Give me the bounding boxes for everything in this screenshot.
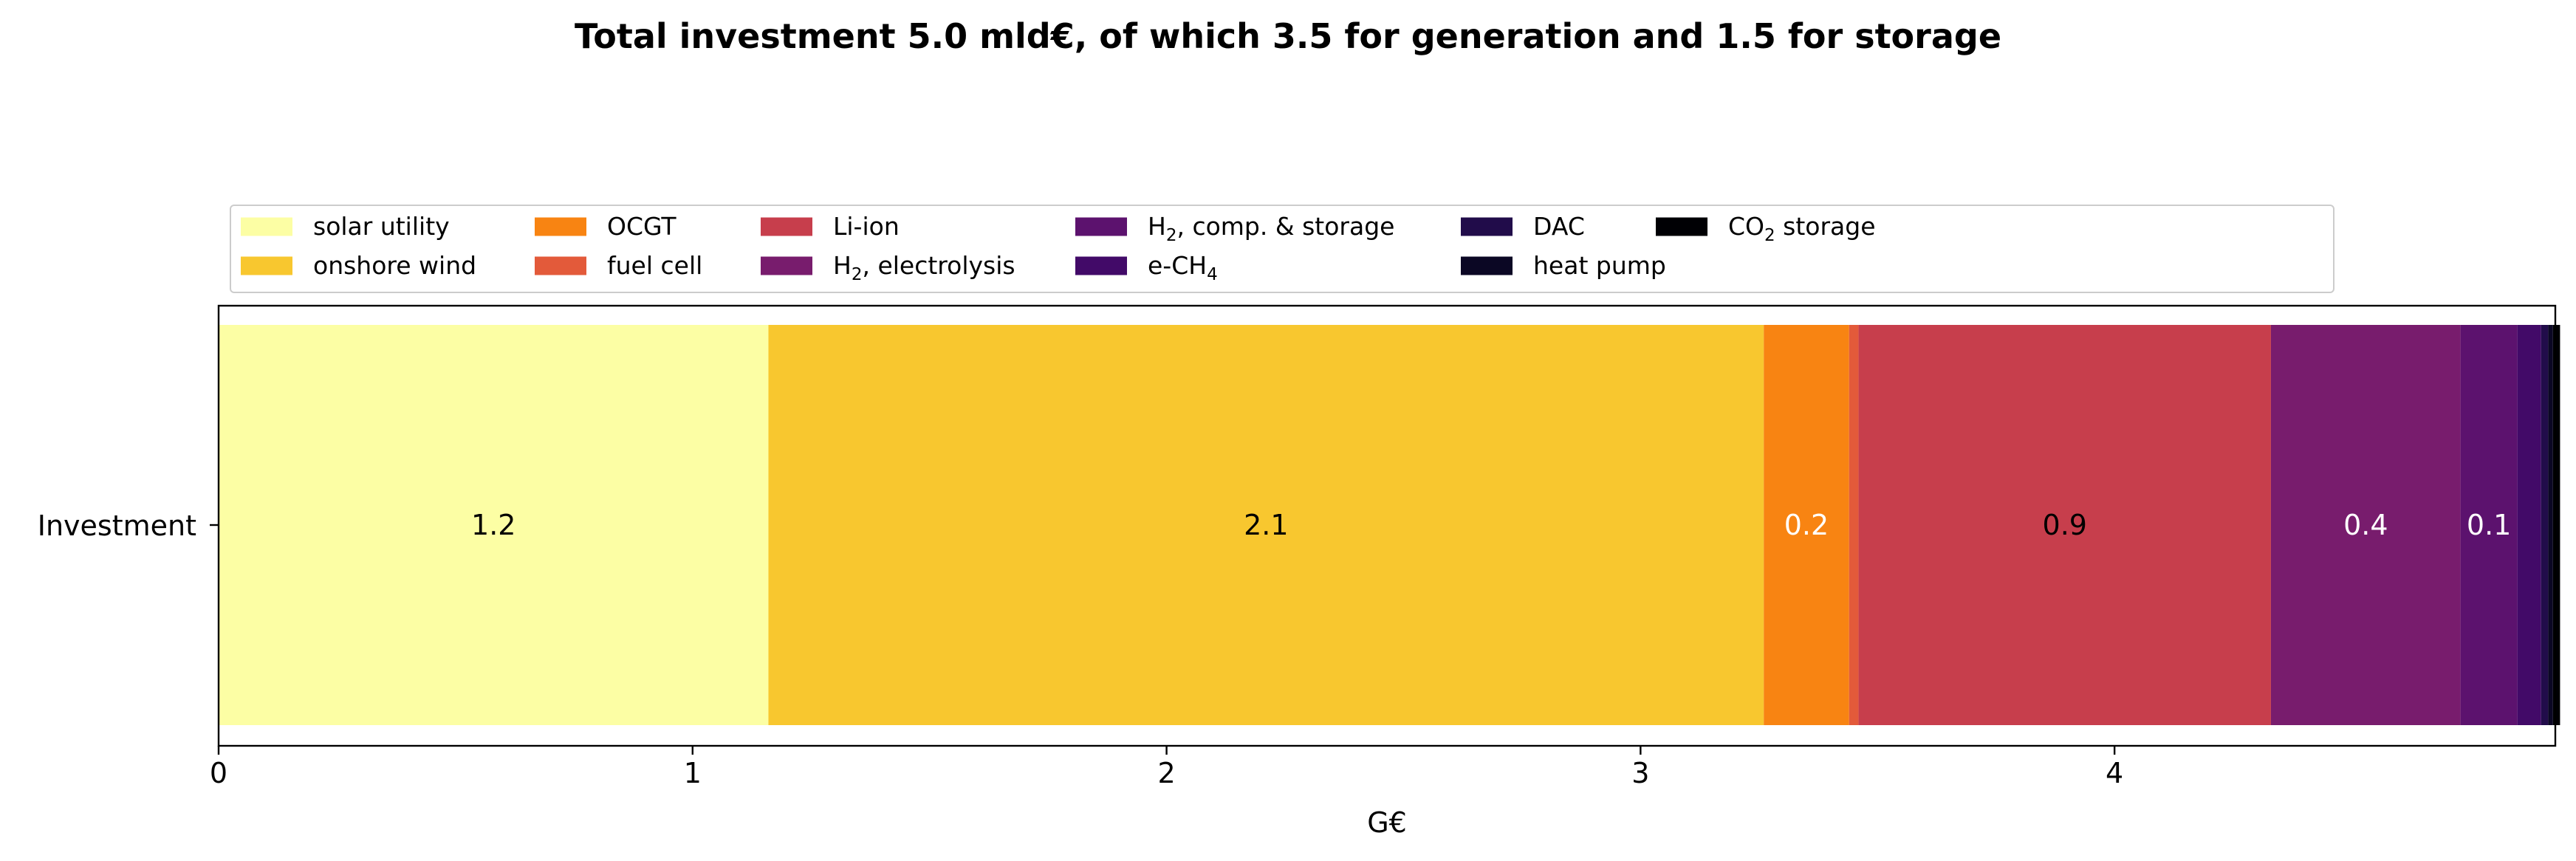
x-tick-label: 2	[1157, 757, 1175, 789]
bar-value-label: 0.2	[1784, 509, 1829, 541]
legend-swatch	[1461, 217, 1513, 236]
chart-title: Total investment 5.0 mld€, of which 3.5 …	[575, 16, 2001, 56]
legend-frame	[230, 205, 2334, 293]
x-tick-label: 4	[2106, 757, 2123, 789]
legend-swatch	[1656, 217, 1707, 236]
legend-swatch	[535, 217, 586, 236]
y-category-label: Investment	[38, 510, 196, 542]
legend-label: e-CH4	[1148, 251, 1218, 284]
bar-segment	[2460, 325, 2518, 725]
bar-segment	[2552, 325, 2560, 725]
bar-segment	[768, 325, 1764, 725]
bar-segment	[1858, 325, 2271, 725]
x-tick-label: 0	[210, 757, 227, 789]
legend-label: H2, electrolysis	[833, 251, 1015, 284]
bar-value-label: 0.9	[2043, 509, 2087, 541]
bar-segment	[1764, 325, 1849, 725]
bar-value-label: 2.1	[1244, 509, 1288, 541]
legend-label: OCGT	[607, 212, 676, 241]
legend-swatch	[1075, 256, 1127, 275]
legend-label: heat pump	[1533, 251, 1666, 280]
legend-label: fuel cell	[607, 251, 702, 280]
x-tick-label: 3	[1631, 757, 1649, 789]
bar-segment	[2517, 325, 2541, 725]
bar-value-label: 0.1	[2467, 509, 2511, 541]
legend-label: CO2 storage	[1728, 212, 1876, 245]
legend-label: solar utility	[313, 212, 450, 241]
y-axis: Investment	[38, 510, 219, 542]
legend-swatch	[535, 256, 586, 275]
bar-segment	[1849, 325, 1859, 725]
x-tick-label: 1	[684, 757, 702, 789]
bar-value-label: 1.2	[471, 509, 515, 541]
x-axis-label: G€	[1367, 806, 1407, 839]
bar-segment	[2548, 325, 2553, 725]
legend-label: H2, comp. & storage	[1148, 212, 1394, 245]
plot-area: 1.2 2.1 0.2 0.9 0.4 0.1	[219, 325, 2560, 725]
legend-swatch	[241, 217, 292, 236]
legend-swatch	[241, 256, 292, 275]
legend-label: onshore wind	[313, 251, 476, 280]
legend-swatch	[1461, 256, 1513, 275]
bar-segment	[219, 325, 769, 725]
legend: solar utility onshore wind OCGT fuel cell Li…	[230, 205, 2334, 293]
bar-segment	[2270, 325, 2461, 725]
legend-swatch	[761, 256, 812, 275]
legend-label: DAC	[1533, 212, 1585, 241]
legend-swatch	[761, 217, 812, 236]
x-axis: 0 1 2 3 4	[210, 746, 2123, 789]
legend-label: Li-ion	[833, 212, 900, 241]
legend-swatch	[1075, 217, 1127, 236]
bar-segment	[2541, 325, 2549, 725]
bar-value-label: 0.4	[2343, 509, 2388, 541]
